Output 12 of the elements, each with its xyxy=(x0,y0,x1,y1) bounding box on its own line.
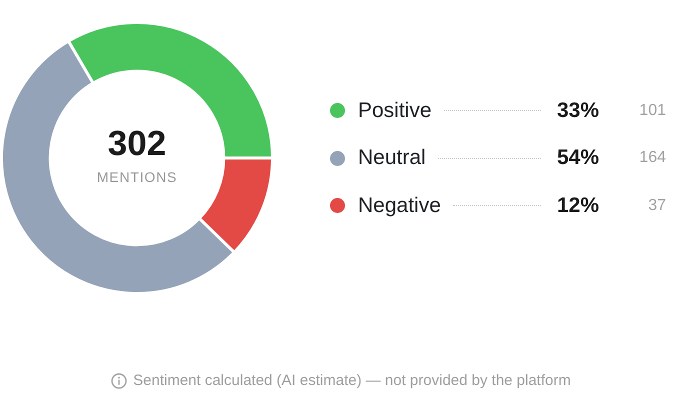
text: 54% xyxy=(556,146,599,170)
legend-label: Neutral xyxy=(358,146,426,170)
text: Sentiment calculated (AI estimate) — not provided by the platform xyxy=(133,371,571,391)
legend-label: Negative xyxy=(358,194,441,217)
data-label: 37 xyxy=(647,196,666,215)
text: 302 xyxy=(108,124,166,163)
data-label: 101 xyxy=(638,102,666,120)
text: MENTIONS xyxy=(96,169,178,185)
data-label: 164 xyxy=(638,149,666,168)
text: 12% xyxy=(556,194,599,217)
text: 33% xyxy=(556,98,599,122)
legend-label: Positive xyxy=(358,98,432,122)
